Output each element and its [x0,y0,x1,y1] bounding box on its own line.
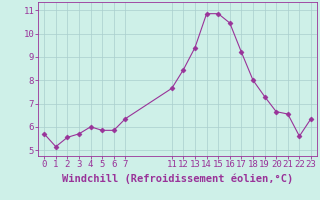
X-axis label: Windchill (Refroidissement éolien,°C): Windchill (Refroidissement éolien,°C) [62,173,293,184]
